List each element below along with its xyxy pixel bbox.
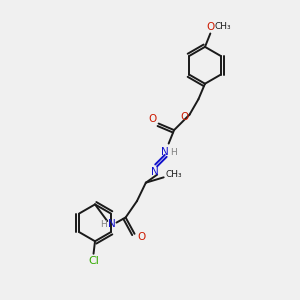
Text: O: O	[181, 112, 189, 122]
Text: Cl: Cl	[88, 256, 99, 266]
Text: O: O	[148, 114, 156, 124]
Text: H: H	[170, 148, 177, 157]
Text: CH₃: CH₃	[166, 170, 182, 179]
Text: N: N	[161, 147, 169, 157]
Text: N: N	[108, 219, 116, 229]
Text: CH₃: CH₃	[214, 22, 231, 32]
Text: O: O	[137, 232, 145, 242]
Text: N: N	[151, 167, 159, 177]
Text: H: H	[100, 220, 107, 229]
Text: O: O	[206, 22, 214, 32]
